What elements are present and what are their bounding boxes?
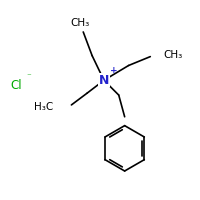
Text: CH₃: CH₃ (71, 18, 90, 28)
Text: CH₃: CH₃ (163, 50, 182, 60)
Text: H₃C: H₃C (34, 102, 54, 112)
Text: Cl: Cl (10, 79, 22, 92)
Text: +: + (110, 66, 117, 75)
Text: ⁻: ⁻ (26, 73, 31, 82)
Text: N: N (99, 74, 109, 87)
